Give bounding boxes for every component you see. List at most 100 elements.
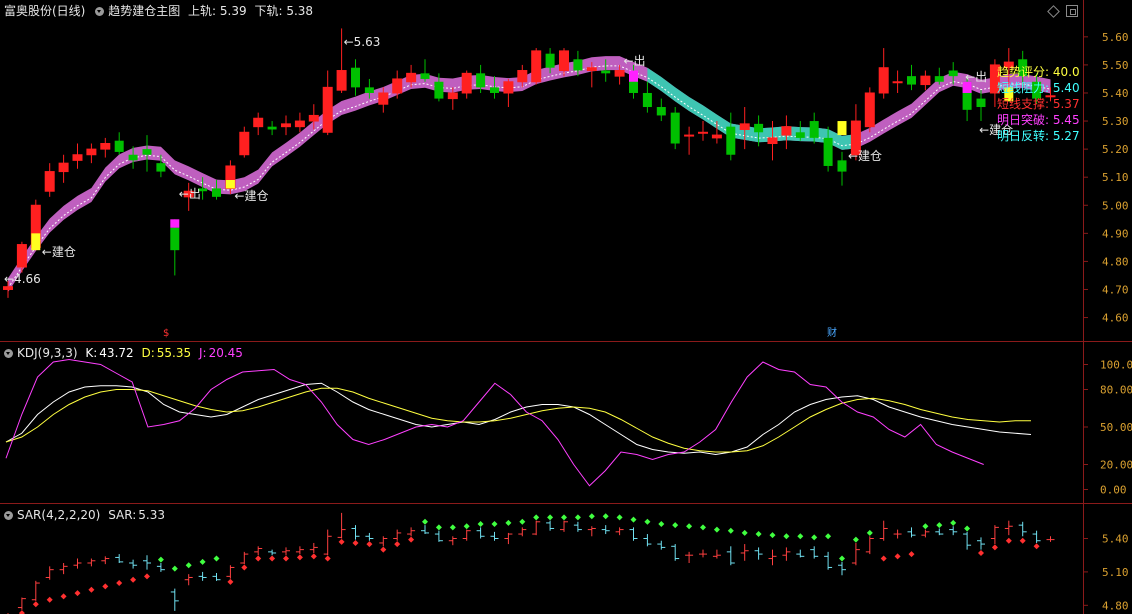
price-axis-label: 5.30 — [1102, 115, 1129, 128]
sar-dot — [32, 601, 39, 608]
candle-down — [364, 87, 374, 93]
info-row: 趋势评分: 40.0 — [997, 65, 1080, 79]
trend-band — [8, 56, 1051, 293]
candle-up — [920, 75, 931, 86]
kdj-chart: 100.00 80.00 50.00 20.00 0.00 — [5, 358, 1132, 497]
sar-dot — [991, 544, 998, 551]
sar-dot — [88, 586, 95, 593]
candle-up — [684, 134, 695, 137]
candle-down — [114, 140, 124, 152]
price-axis-label: 5.60 — [1102, 31, 1129, 44]
candle-up — [850, 120, 861, 156]
candle-down — [795, 132, 805, 138]
candle-up — [44, 171, 55, 192]
candle-down — [545, 53, 555, 68]
candle-up — [392, 78, 403, 94]
sar-dot — [324, 555, 331, 562]
sar-dot — [449, 524, 456, 531]
sar-dot — [394, 541, 401, 548]
sar-dot — [227, 578, 234, 585]
candle-up — [711, 134, 722, 139]
trend-band-down — [647, 67, 856, 150]
kdj-axis-label: 0.00 — [1100, 484, 1127, 497]
sar-axis-label: 5.10 — [1102, 566, 1129, 579]
sar-dot — [533, 514, 540, 521]
kdj-header: KDJ(9,3,3) K: 43.72 D: 55.35 J: 20.45 — [4, 345, 247, 361]
sar-axis-label: 5.40 — [1102, 533, 1129, 546]
j-value: 20.45 — [208, 346, 243, 360]
kdj-axis-label: 100.00 — [1100, 359, 1132, 372]
kdj-axis-divider — [1083, 342, 1084, 503]
collapse-icon[interactable] — [95, 7, 105, 16]
sar-dot — [352, 539, 359, 546]
buy-signal — [1004, 87, 1014, 102]
event-marker-dollar[interactable]: $ — [163, 328, 170, 339]
buy-signal — [837, 121, 847, 136]
sar-dot — [658, 521, 665, 528]
sar-dot — [797, 533, 804, 540]
price-axis-label: 4.80 — [1102, 255, 1129, 268]
sar-dot — [213, 555, 220, 562]
info-row: 短线支撑: 5.37 — [997, 96, 1080, 111]
candle-up — [739, 123, 750, 130]
d-value: 55.35 — [156, 346, 192, 360]
sar-dot — [686, 523, 693, 530]
kdj-line-k — [5, 382, 1032, 456]
d-label: D: — [141, 346, 155, 360]
buy-annotation: ←建仓 — [848, 149, 882, 163]
collapse-icon[interactable] — [4, 349, 13, 358]
sar-dot — [894, 553, 901, 560]
candle-down — [490, 87, 499, 93]
candle-up — [378, 92, 389, 105]
candle-down — [170, 227, 180, 251]
sell-signal — [629, 70, 638, 82]
candle-up — [239, 131, 250, 156]
candle-up — [447, 92, 458, 100]
candle-up — [294, 120, 305, 128]
sar-dot — [866, 529, 873, 536]
kdj-name[interactable]: KDJ(9,3,3) — [17, 346, 78, 360]
price-axis-label: 5.10 — [1102, 171, 1129, 184]
sar-dot — [700, 524, 706, 531]
sar-value: 5.33 — [138, 508, 165, 522]
sar-header: SAR(4,2,2,20) SAR: 5.33 — [4, 507, 169, 523]
expand-icon[interactable] — [1066, 5, 1078, 17]
sar-name[interactable]: SAR(4,2,2,20) — [17, 508, 101, 522]
price-axis-label: 4.60 — [1102, 312, 1129, 325]
buy-annotation: ←建仓 — [42, 245, 76, 259]
sar-dot — [908, 551, 915, 558]
candle-up — [614, 70, 625, 77]
kdj-line-j — [5, 358, 984, 487]
sar-dot — [1005, 537, 1012, 544]
sar-dot — [241, 564, 248, 571]
sar-dot — [491, 521, 498, 528]
low-price-label: ←4.66 — [4, 272, 41, 286]
kdj-pane[interactable]: KDJ(9,3,3) K: 43.72 D: 55.35 J: 20.45 100.0… — [0, 342, 1132, 504]
sar-dot — [408, 536, 415, 543]
sar-dot — [588, 513, 595, 520]
sar-dot — [964, 525, 971, 532]
sar-dot — [116, 580, 123, 587]
kdj-axis-label: 20.00 — [1100, 459, 1132, 472]
sar-dot — [422, 518, 428, 525]
buy-annotation: ←建仓 — [234, 189, 268, 203]
sar-pane[interactable]: SAR(4,2,2,20) SAR: 5.33 5.40 5.10 4.80 — [0, 504, 1132, 614]
sar-dot — [46, 596, 53, 603]
candle-up — [559, 50, 569, 72]
sar-dot — [602, 513, 609, 520]
kdj-line-d — [5, 387, 1031, 453]
main-price-pane[interactable]: 富奥股份(日线) 趋势建仓主图 上轨: 5.39 下轨: 5.38 $ 财 5.… — [0, 0, 1132, 342]
candle-down — [573, 59, 583, 71]
sar-axis-label: 4.80 — [1102, 599, 1129, 612]
collapse-icon[interactable] — [4, 511, 13, 520]
high-price-label: ←5.63 — [344, 35, 381, 49]
price-axis-label: 5.40 — [1102, 87, 1129, 100]
buy-signal — [31, 233, 41, 251]
lower-band-value: 5.38 — [286, 4, 314, 18]
candle-up — [503, 81, 514, 94]
candle-up — [406, 72, 417, 83]
kdj-axis-label: 80.00 — [1100, 384, 1132, 397]
event-marker-finance[interactable]: 财 — [827, 328, 837, 339]
sar-dot — [185, 562, 192, 569]
indicator-name[interactable]: 趋势建仓主图 — [108, 4, 181, 18]
